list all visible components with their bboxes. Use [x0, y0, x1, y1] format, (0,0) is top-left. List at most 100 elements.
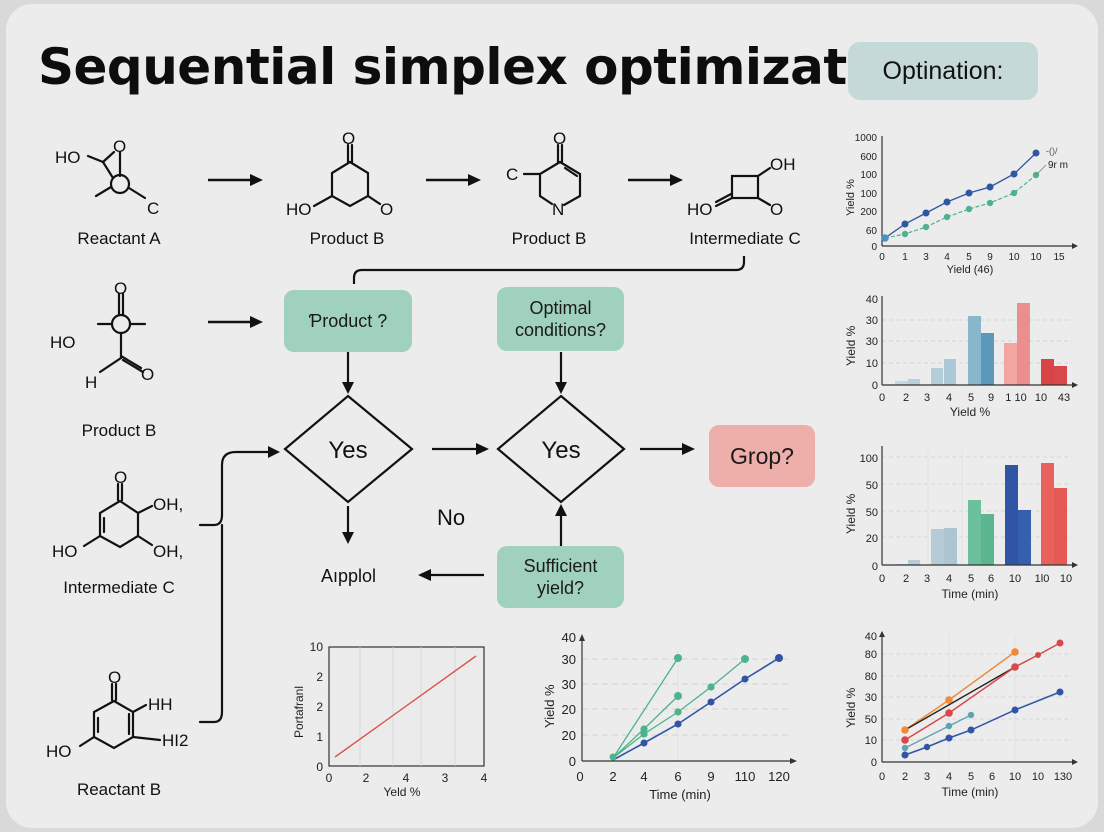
chart-text: 10 — [866, 358, 878, 370]
chart-text: 10 — [1009, 771, 1021, 783]
atom: O — [380, 200, 393, 219]
chart-text: Time (min) — [942, 785, 999, 799]
chart-text: 4 — [944, 252, 950, 263]
chart-text: 9r m — [1048, 160, 1068, 171]
chart-text: 15 — [1053, 252, 1065, 263]
chart-text: 100 — [860, 170, 877, 181]
diamond-1-label: Yes — [328, 437, 368, 464]
sufficient-line-1: Sufficient — [523, 556, 598, 576]
atom: O — [114, 279, 127, 298]
chart-text: 5 — [966, 252, 972, 263]
chart-text: 9 — [707, 769, 714, 784]
chart-text: Yield % — [845, 179, 857, 216]
chart-text: 40 — [562, 630, 576, 645]
chart-text: 0 — [872, 380, 878, 392]
atom: O — [114, 468, 127, 487]
label-reactant-b: Reactant B — [76, 780, 162, 799]
chart-text: 3 — [923, 252, 929, 263]
chart-text: 9 — [988, 392, 994, 404]
chart-text: 30 — [562, 677, 576, 692]
chart-text: 10 — [1008, 252, 1020, 263]
chart-text: -()/ — [1046, 146, 1058, 156]
atom: HO — [50, 333, 76, 352]
chart-text: 2 — [609, 769, 616, 784]
chart-text: 80 — [865, 671, 877, 683]
flow-arrowheads — [342, 382, 695, 581]
chart-text: 0 — [871, 757, 877, 769]
label-reactant-a: Reactant A — [77, 229, 161, 248]
atom: OH — [770, 155, 796, 174]
optimal-conditions-box: Optimal conditions? — [497, 287, 624, 351]
atom: O — [553, 129, 566, 148]
chart-text: 0 — [316, 760, 323, 774]
chart-text: 0 — [569, 754, 576, 769]
product-question-text: Ƥroduct ? — [308, 311, 388, 331]
atom: HH — [148, 695, 173, 714]
chart-text: 50 — [866, 480, 878, 492]
chart-right-3: 100 50 50 20 0 0 2 3 4 5 6 10 1l0 10 Tim… — [844, 446, 1078, 601]
chart-text: 4 — [640, 769, 647, 784]
atom: C — [506, 165, 518, 184]
chart-text: 30 — [866, 336, 878, 348]
molecule-product-b-1 — [312, 143, 382, 208]
chart-text: 0 — [879, 771, 885, 783]
chart-text: 3 — [924, 771, 930, 783]
chart-right-2: 40 30 30 10 0 0 2 3 4 5 9 1 10 10 43 Yie… — [844, 294, 1078, 419]
chart-text: 6 — [988, 573, 994, 585]
atom: O — [770, 200, 783, 219]
chart-text: Yield % — [950, 405, 991, 419]
chart-text: 1 — [316, 730, 323, 744]
molecule-intermediate-c-1 — [714, 166, 772, 208]
chart-text: 5 — [968, 771, 974, 783]
chart-text: 10 — [865, 735, 877, 747]
grop-text: Grop? — [730, 443, 794, 469]
chart-text: 0 — [879, 252, 885, 263]
chart-text: 30 — [562, 652, 576, 667]
chart-bottom-1: 10 2 2 1 0 0 2 4 3 4 Yeld % Portafranl — [292, 640, 488, 799]
arrow-head — [268, 446, 280, 458]
chart-text: 600 — [860, 152, 877, 163]
atom: HO — [55, 148, 81, 167]
chart-text: 30 — [865, 692, 877, 704]
optimal-line-2: conditions? — [514, 320, 607, 340]
molecule-layer: HO O C O HO O O C N OH HO O O HO H O O O… — [46, 129, 796, 761]
chart-text: 20 — [562, 728, 576, 743]
label-product-b-3: Product B — [81, 421, 157, 440]
chart-text: 5 — [968, 573, 974, 585]
chart-text: 0 — [879, 392, 885, 404]
chart-text: 2 — [363, 771, 370, 785]
chart-text: 4 — [403, 771, 410, 785]
chart-text: 10 — [1060, 573, 1072, 585]
chart-text: 4 — [481, 771, 488, 785]
atom: HI2 — [162, 731, 188, 750]
chart-text: 120 — [768, 769, 790, 784]
chart-text: 10 — [1009, 573, 1021, 585]
chart-text: 4 — [946, 573, 952, 585]
atom: O — [113, 137, 126, 156]
page-title: Sequential simplex optimization — [38, 38, 933, 96]
chart-text: Time (min) — [942, 587, 999, 601]
chart-text: 1l0 — [1035, 573, 1050, 585]
chart-text: 110 — [735, 769, 756, 784]
applol-label: Aıpplol — [321, 566, 377, 586]
diagram-canvas — [6, 4, 1098, 828]
chart-text: 1 — [902, 252, 908, 263]
reaction-arrows — [208, 178, 672, 324]
atom: O — [141, 365, 154, 384]
chart-text: 10 — [310, 640, 324, 654]
atom: HO — [687, 200, 713, 219]
chart-text: Yield % — [844, 687, 858, 728]
chart-text: 9 — [987, 252, 993, 263]
molecule-intermediate-c-2 — [82, 482, 154, 549]
chart-text: 4 — [946, 392, 952, 404]
chart-text: Yield % — [844, 325, 858, 366]
merge-bracket — [198, 450, 270, 724]
sufficient-line-2: yield? — [536, 578, 585, 598]
chart-text: 40 — [866, 294, 878, 306]
chart-text: 6 — [989, 771, 995, 783]
atom: H — [85, 373, 97, 392]
chart-text: 2 — [903, 573, 909, 585]
chart-text: 10 — [1035, 392, 1047, 404]
chart-text: 0 — [326, 771, 333, 785]
atom: O — [342, 129, 355, 148]
